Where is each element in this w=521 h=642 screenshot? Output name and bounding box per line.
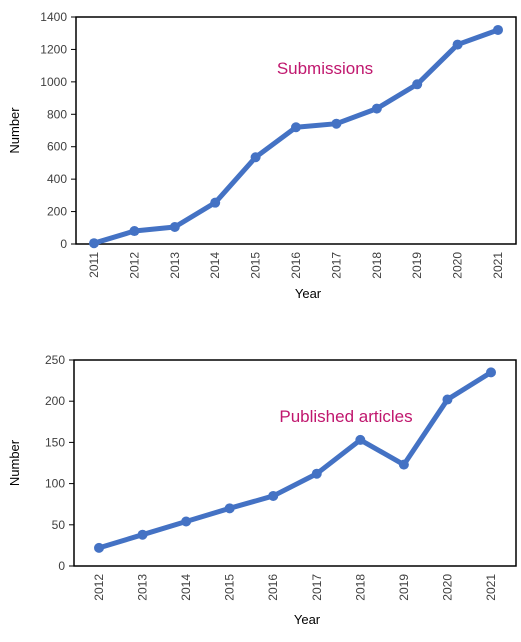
x-tick-label: 2015 [223,574,237,601]
plot-frame [73,359,517,567]
x-tick-label: 2018 [353,574,367,601]
x-tick-label: 2013 [136,574,150,601]
x-tick-label: 2018 [370,252,384,279]
series-annotation: Submissions [277,59,373,78]
x-tick-label: 2014 [208,252,222,279]
x-tick-label: 2015 [249,252,263,279]
data-point [181,516,192,527]
data-point [210,197,221,208]
x-axis-title: Year [294,612,321,627]
data-point [486,367,496,378]
y-tick-label: 150 [45,435,65,449]
data-point [452,39,463,50]
x-tick-label: 2020 [440,574,454,601]
x-tick-label: 2012 [92,574,106,601]
x-tick-label: 2013 [168,252,182,279]
data-point [250,152,261,163]
series-annotation: Published articles [279,407,412,426]
y-tick-label: 400 [47,172,67,186]
x-tick-label: 2014 [179,574,193,601]
data-point [89,238,99,249]
x-tick-label: 2021 [491,252,505,279]
x-tick-label: 2020 [451,252,465,279]
y-tick-label: 800 [47,107,67,121]
data-point [371,103,382,114]
y-axis-title: Number [7,107,22,154]
data-point [291,122,301,133]
data-point [311,468,322,479]
y-tick-label: 0 [60,237,67,251]
published-articles-chart: 0 50 100 150 200 250 2012 2013 2014 2015 2016 2017 2… [7,353,517,627]
x-tick-label: 2019 [410,252,424,279]
data-point [129,226,140,237]
data-point [412,79,423,90]
y-tick-label: 50 [52,518,66,532]
data-point [169,221,180,232]
plot-frame [75,16,517,245]
data-point [355,434,366,445]
y-tick-label: 1200 [40,42,67,56]
y-tick-label: 1000 [40,75,67,89]
y-tick-label: 0 [58,559,65,573]
data-point [493,24,503,35]
y-tick-label: 200 [45,394,65,408]
x-tick-label: 2011 [87,252,101,278]
x-tick-label: 2012 [127,252,141,279]
y-tick-label: 250 [45,353,65,367]
x-tick-label: 2017 [329,252,343,279]
y-tick-label: 1400 [40,10,67,24]
y-tick-label: 100 [45,477,65,491]
y-tick-label: 200 [47,205,67,219]
y-tick-label: 600 [47,140,67,154]
x-tick-label: 2016 [266,574,280,601]
data-point [442,394,453,405]
data-point [94,542,104,553]
data-point [224,503,235,514]
data-point [268,490,279,501]
data-point [137,529,148,540]
submissions-chart: 0 200 400 600 800 1000 1200 1400 2011 2012 2013 201… [7,10,517,301]
data-point [331,118,342,129]
x-axis-title: Year [295,286,322,301]
x-tick-label: 2019 [397,574,411,601]
x-tick-label: 2021 [484,574,498,601]
x-tick-label: 2017 [310,574,324,601]
series-line [96,369,494,551]
data-point [398,459,409,470]
y-axis-title: Number [7,439,22,486]
x-tick-label: 2016 [289,252,303,279]
